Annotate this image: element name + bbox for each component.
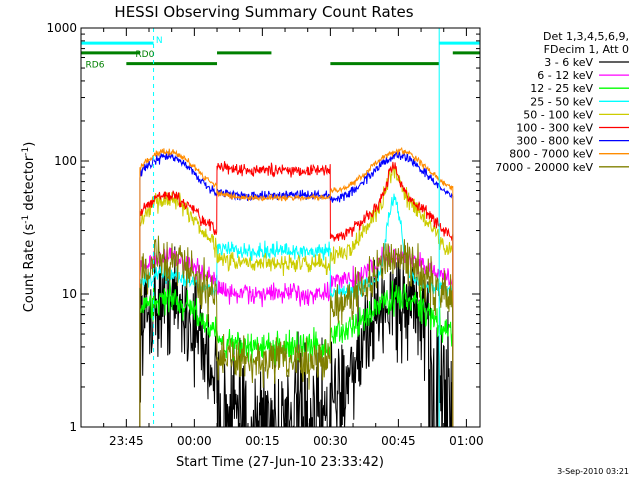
chart-title: HESSI Observing Summary Count Rates <box>114 3 413 21</box>
legend-header-line-2: FDecim 1, Att 0 <box>544 43 629 56</box>
flag-label-RD0: RD0 <box>135 50 154 60</box>
series-line-8 <box>139 235 454 427</box>
legend-label-4: 50 - 100 keV <box>523 108 593 121</box>
legend-label-2: 12 - 25 keV <box>530 82 593 95</box>
legend-header-line-1: Det 1,3,4,5,6,9, <box>543 30 629 43</box>
x-axis-label: Start Time (27-Jun-10 23:33:42) <box>176 455 384 470</box>
legend-label-8: 7000 - 20000 keV <box>495 161 593 174</box>
plot-frame <box>80 27 481 428</box>
flag-bars-layer <box>81 41 480 66</box>
y-tick-label: 10 <box>62 287 77 301</box>
x-tick-label: 00:30 <box>313 434 348 448</box>
y-tick-label: 1 <box>69 420 77 434</box>
legend-label-0: 3 - 6 keV <box>544 56 593 69</box>
legend-label-3: 25 - 50 keV <box>530 95 593 108</box>
vertical-lines-layer <box>81 28 440 427</box>
series-layer <box>139 146 454 427</box>
legend-label-6: 300 - 800 keV <box>516 135 593 148</box>
y-axis-label: Count Rate (s-1 detector-1) <box>21 142 37 313</box>
x-axis: 23:45 00:00 00:15 00:30 00:45 01:00 <box>80 28 484 448</box>
x-tick-label: 00:15 <box>245 434 280 448</box>
series-line-3 <box>139 193 454 427</box>
legend: Det 1,3,4,5,6,9, FDecim 1, Att 0 3 - 6 k… <box>495 30 629 174</box>
x-tick-label: 01:00 <box>449 434 484 448</box>
series-line-0 <box>139 246 454 427</box>
x-tick-label: 00:45 <box>381 434 416 448</box>
timestamp: 3-Sep-2010 03:21 <box>557 467 629 476</box>
series-line-5 <box>139 161 454 427</box>
y-tick-label: 1000 <box>46 21 77 35</box>
x-tick-label: 00:00 <box>177 434 212 448</box>
legend-label-7: 800 - 7000 keV <box>509 148 593 161</box>
y-axis: 1 10 100 1000 <box>46 21 480 434</box>
legend-label-5: 100 - 300 keV <box>516 122 593 135</box>
x-tick-label: 23:45 <box>109 434 144 448</box>
flag-label-RD6: RD6 <box>86 61 105 71</box>
flag-label-N: N <box>156 36 163 46</box>
legend-label-1: 6 - 12 keV <box>537 69 593 82</box>
y-tick-label: 100 <box>54 154 77 168</box>
series-line-7 <box>139 146 454 427</box>
